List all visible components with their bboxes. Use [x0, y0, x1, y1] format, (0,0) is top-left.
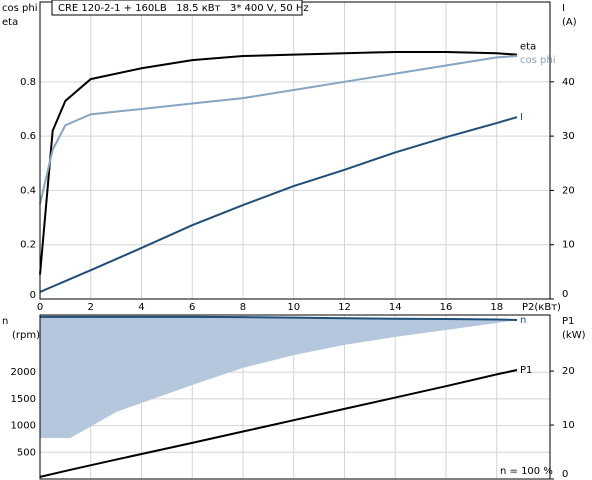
y-label: n [2, 316, 8, 327]
curve-label: cos phi [520, 55, 555, 66]
y2-tick-label: 0 [562, 289, 568, 300]
y2-label: I [562, 3, 565, 14]
x-tick-label: 6 [189, 302, 195, 313]
x-tick-label: 10 [287, 302, 300, 313]
annotation: n = 100 % [500, 466, 553, 477]
y2-tick-label: 10 [562, 240, 575, 251]
curve-label: P1 [520, 365, 532, 376]
y-tick-label: 0.4 [20, 185, 36, 196]
chart-title: CRE 120-2-1 + 160LB 18.5 кВт 3* 400 V, 5… [58, 3, 309, 14]
curve [40, 315, 518, 321]
x-label: P2(кВт) [522, 302, 561, 313]
x-tick-label: 12 [338, 302, 351, 313]
y-tick-label: 500 [17, 447, 36, 458]
curve-label: n [520, 315, 526, 326]
x-tick-label: 4 [138, 302, 144, 313]
y-label: (rpm) [12, 330, 40, 341]
curve [39, 55, 518, 205]
y2-tick-label: 0 [562, 469, 568, 480]
x-tick-label: 18 [490, 302, 503, 313]
y-tick-label: 0.2 [20, 240, 36, 251]
x-tick-label: 8 [240, 302, 246, 313]
y-tick-label: 2000 [11, 367, 36, 378]
curve [39, 116, 518, 293]
title-box [51, 0, 303, 16]
curve [39, 369, 518, 478]
x-tick-label: 0 [37, 302, 43, 313]
y-tick-label: 0.8 [20, 77, 36, 88]
curve [39, 50, 518, 275]
y-label: eta [2, 17, 18, 28]
curve-label: I [520, 112, 523, 123]
band-area [40, 316, 518, 438]
y-tick-label: 1000 [11, 421, 36, 432]
y2-label: P1 [562, 316, 574, 327]
x-tick-label: 16 [440, 302, 453, 313]
y-label: cos phi [2, 3, 37, 14]
y2-tick-label: 10 [562, 420, 575, 431]
y2-tick-label: 20 [562, 185, 575, 196]
y2-label: (kW) [562, 330, 586, 341]
x-tick-label: 14 [389, 302, 402, 313]
y2-tick-label: 30 [562, 131, 575, 142]
y2-tick-label: 40 [562, 77, 575, 88]
y-tick-label: 1500 [11, 394, 36, 405]
y-tick-label: 0 [30, 290, 36, 301]
plot-frame [39, 314, 551, 480]
y2-label: (A) [562, 17, 577, 28]
curve-label: eta [520, 42, 536, 53]
y2-tick-label: 20 [562, 366, 575, 377]
x-tick-label: 2 [88, 302, 94, 313]
y-tick-label: 0.6 [20, 131, 36, 142]
